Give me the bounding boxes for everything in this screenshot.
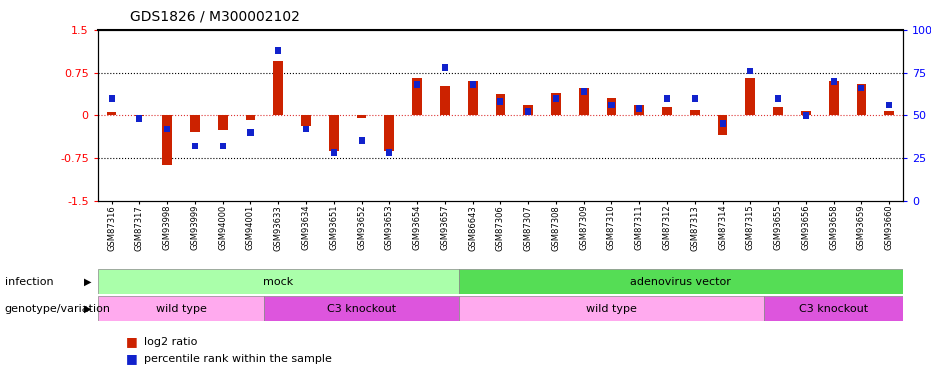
Text: GDS1826 / M300002102: GDS1826 / M300002102	[130, 9, 300, 23]
Bar	[746, 78, 755, 116]
Bar	[858, 85, 865, 92]
Text: log2 ratio: log2 ratio	[144, 337, 197, 347]
Text: wild type: wild type	[155, 304, 207, 313]
Bar	[357, 116, 367, 118]
Bar	[829, 81, 839, 116]
Bar	[331, 149, 337, 156]
Bar	[301, 116, 311, 126]
Bar	[440, 86, 450, 116]
Bar	[748, 68, 753, 74]
Bar	[246, 116, 255, 120]
Bar	[220, 142, 226, 149]
Text: ■: ■	[126, 352, 138, 365]
Bar	[248, 129, 253, 136]
Bar	[884, 111, 894, 116]
Bar	[774, 107, 783, 116]
Bar	[303, 126, 309, 132]
Bar	[442, 64, 448, 71]
Bar	[276, 47, 281, 54]
Bar	[218, 116, 227, 129]
Bar	[886, 102, 892, 108]
Bar	[607, 98, 616, 116]
Bar	[609, 102, 614, 108]
Bar	[136, 116, 142, 122]
Bar	[764, 296, 903, 321]
Bar	[107, 112, 116, 116]
Bar	[192, 142, 198, 149]
Bar	[135, 116, 144, 117]
Bar	[495, 94, 506, 116]
Bar	[581, 88, 587, 95]
Bar	[523, 105, 533, 116]
Bar	[664, 95, 670, 102]
Bar	[690, 110, 700, 116]
Bar	[109, 95, 115, 102]
Bar	[190, 116, 200, 132]
Bar	[718, 116, 727, 135]
Bar	[692, 95, 698, 102]
Bar	[551, 93, 560, 116]
Bar	[264, 296, 459, 321]
Text: wild type: wild type	[586, 304, 637, 313]
Text: adenovirus vector: adenovirus vector	[630, 277, 732, 286]
Text: C3 knockout: C3 knockout	[327, 304, 396, 313]
Bar	[720, 120, 725, 127]
Bar	[469, 81, 476, 88]
Bar	[553, 95, 559, 102]
Bar	[830, 78, 837, 85]
Bar	[98, 296, 264, 321]
Bar	[162, 116, 172, 165]
Text: ■: ■	[126, 336, 138, 348]
Bar	[329, 116, 339, 151]
Bar	[803, 112, 809, 119]
Bar	[164, 126, 170, 132]
Text: mock: mock	[263, 277, 293, 286]
Text: ▶: ▶	[84, 304, 91, 313]
Bar	[459, 296, 764, 321]
Bar	[525, 108, 532, 115]
Bar	[497, 98, 504, 105]
Bar	[857, 84, 866, 116]
Bar	[414, 81, 420, 88]
Bar	[98, 269, 459, 294]
Bar	[412, 78, 422, 116]
Bar	[801, 111, 811, 116]
Bar	[274, 61, 283, 116]
Bar	[358, 138, 365, 144]
Bar	[775, 95, 781, 102]
Text: genotype/variation: genotype/variation	[5, 304, 111, 313]
Bar	[385, 116, 394, 151]
Bar	[634, 105, 644, 116]
Bar	[579, 88, 588, 116]
Bar	[459, 269, 903, 294]
Bar	[636, 105, 642, 112]
Bar	[467, 81, 478, 116]
Bar	[662, 107, 672, 116]
Text: C3 knockout: C3 knockout	[799, 304, 869, 313]
Text: ▶: ▶	[84, 277, 91, 286]
Text: infection: infection	[5, 277, 53, 286]
Text: percentile rank within the sample: percentile rank within the sample	[144, 354, 332, 364]
Bar	[386, 149, 392, 156]
